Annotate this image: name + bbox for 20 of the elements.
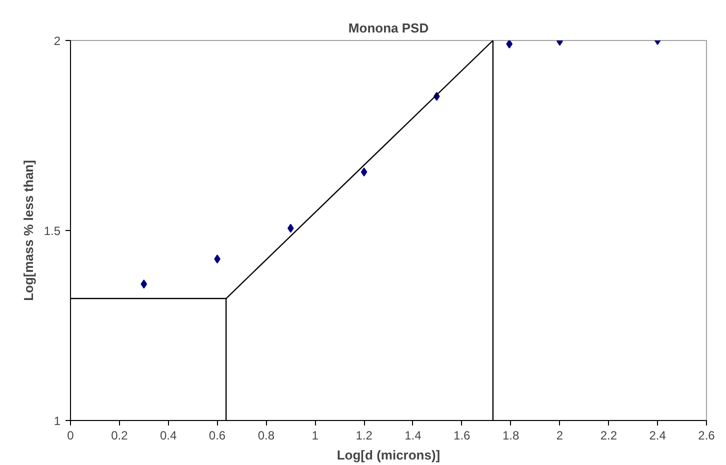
x-tick-label: 2.4 bbox=[649, 428, 666, 442]
x-tick-label: 2 bbox=[556, 428, 564, 442]
x-tick-label: 2.2 bbox=[600, 428, 618, 442]
chart-title: Monona PSD bbox=[348, 20, 429, 36]
y-axis-title: Log[mass % less than] bbox=[20, 160, 36, 301]
x-tick-label: 0.4 bbox=[160, 428, 178, 442]
x-tick-label: 1.8 bbox=[502, 428, 520, 442]
x-axis-title: Log[d (microns)] bbox=[336, 448, 440, 462]
y-tick-label: 1 bbox=[54, 414, 61, 428]
y-tick-label: 1.5 bbox=[44, 224, 61, 238]
x-tick-label: 2.6 bbox=[698, 428, 716, 442]
x-tick-label: 1 bbox=[312, 428, 319, 442]
x-tick-label: 0 bbox=[67, 428, 74, 442]
y-tick-label: 2 bbox=[54, 34, 61, 48]
x-tick-label: 0.2 bbox=[111, 428, 128, 442]
x-tick-label: 0.6 bbox=[208, 428, 226, 442]
x-tick-label: 1.4 bbox=[404, 428, 422, 442]
x-tick-label: 1.2 bbox=[356, 428, 373, 442]
x-tick-label: 1.6 bbox=[454, 428, 471, 442]
x-tick-label: 0.8 bbox=[258, 428, 275, 442]
